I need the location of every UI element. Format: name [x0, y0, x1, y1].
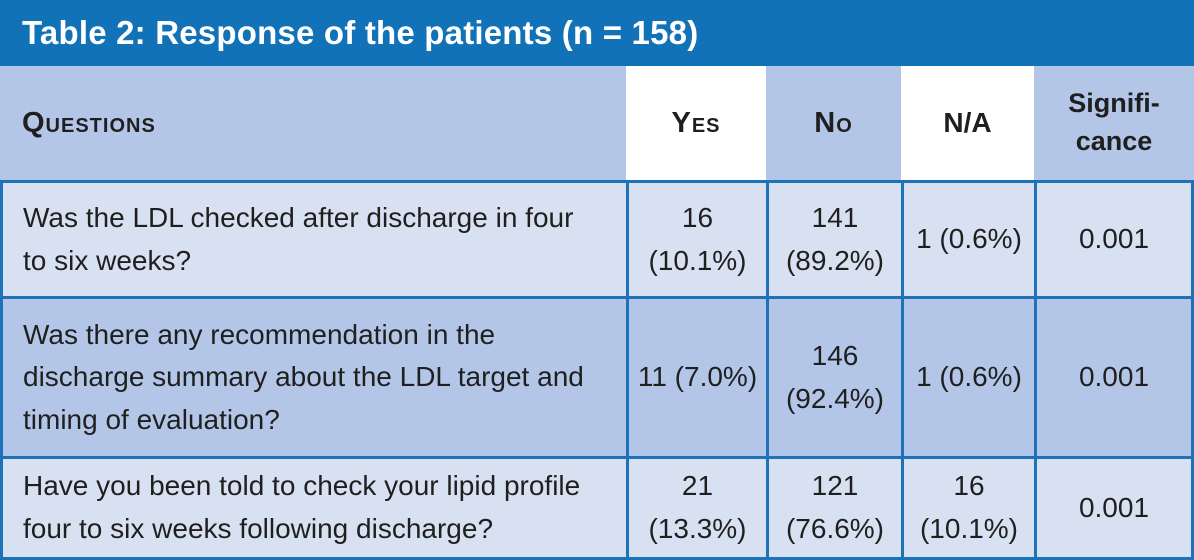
na-cell: 1 (0.6%) [901, 180, 1034, 296]
no-cell: 146 (92.4%) [766, 296, 901, 456]
column-header-significance: Signifi- cance [1034, 66, 1194, 180]
significance-cell: 0.001 [1034, 180, 1194, 296]
response-table: Questions Yes No N/A Signifi- cance Was … [0, 66, 1194, 560]
significance-cell: 0.001 [1034, 456, 1194, 560]
no-cell: 141 (89.2%) [766, 180, 901, 296]
column-header-yes: Yes [626, 66, 766, 180]
yes-cell: 16 (10.1%) [626, 180, 766, 296]
significance-cell: 0.001 [1034, 296, 1194, 456]
column-header-questions: Questions [0, 66, 626, 180]
no-cell: 121 (76.6%) [766, 456, 901, 560]
column-header-no: No [766, 66, 901, 180]
column-header-na: N/A [901, 66, 1034, 180]
na-cell: 1 (0.6%) [901, 296, 1034, 456]
yes-cell: 11 (7.0%) [626, 296, 766, 456]
question-cell: Have you been told to check your lipid p… [0, 456, 626, 560]
na-cell: 16 (10.1%) [901, 456, 1034, 560]
question-cell: Was there any recommendation in the disc… [0, 296, 626, 456]
yes-cell: 21 (13.3%) [626, 456, 766, 560]
table-title: Table 2: Response of the patients (n = 1… [0, 0, 1194, 66]
question-cell: Was the LDL checked after discharge in f… [0, 180, 626, 296]
